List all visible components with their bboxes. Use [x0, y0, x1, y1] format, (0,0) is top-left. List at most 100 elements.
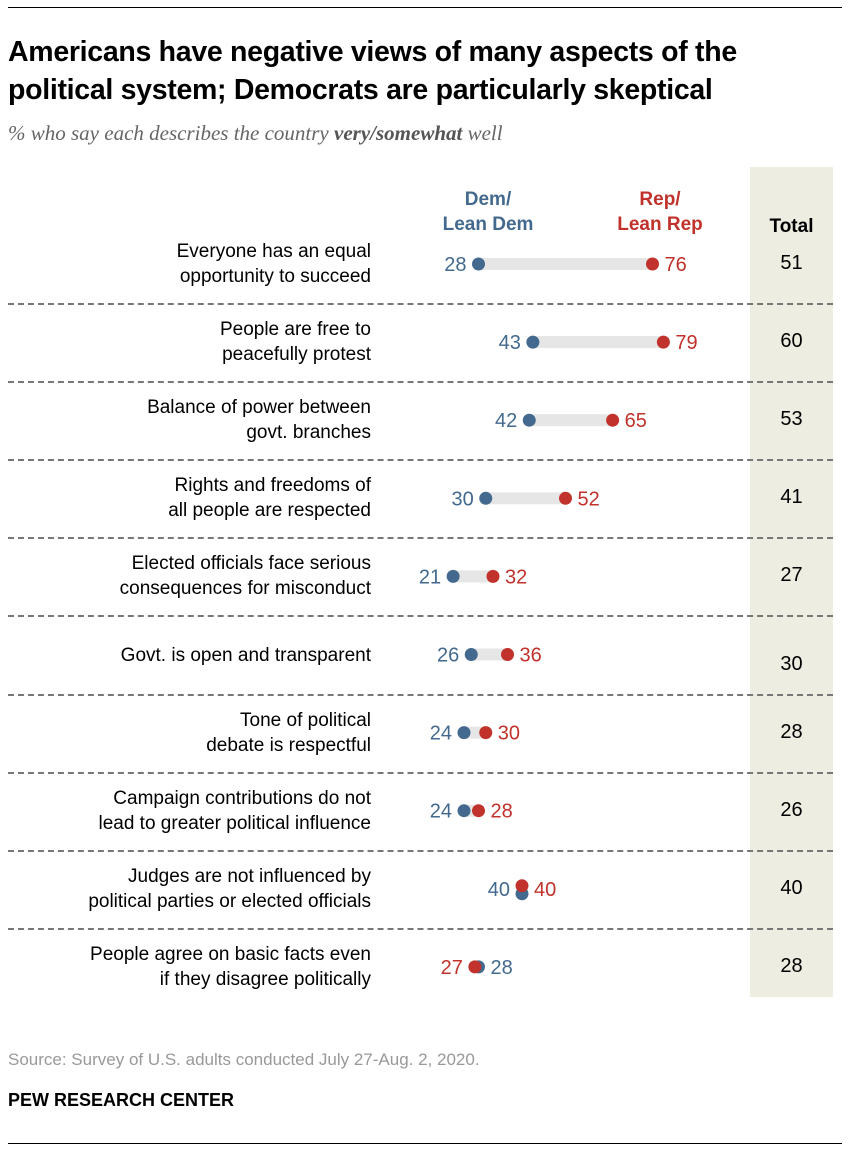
bottom-rule	[8, 1143, 842, 1144]
row-label-line1: Balance of power between	[147, 397, 371, 419]
rep-value-label: 32	[505, 566, 527, 588]
row-label-line1: Everyone has an equal	[176, 241, 371, 262]
dem-dot	[464, 648, 478, 661]
dem-dot	[522, 413, 536, 427]
dem-value-label: 26	[437, 645, 459, 667]
range-bar	[478, 258, 653, 270]
row-separator	[8, 303, 833, 305]
row-separator	[8, 537, 833, 540]
dem-value-label: 40	[488, 879, 510, 901]
rep-value-label: 76	[665, 254, 687, 276]
dem-value-label: 21	[419, 566, 441, 588]
rep-value-label: 27	[441, 957, 463, 979]
subtitle-text: % who say each describes the country	[8, 121, 335, 145]
rep-dot	[486, 569, 500, 583]
dem-dot	[457, 804, 471, 818]
total-value: 40	[780, 876, 803, 899]
row-label: Tone of political debate is respectful	[206, 708, 371, 758]
row-label-line1: People agree on basic facts even	[90, 943, 371, 965]
row-separator	[8, 459, 833, 462]
legend-rep: Rep/Lean Rep	[592, 187, 728, 237]
row-separator	[8, 381, 833, 384]
row-label: Everyone has an equal opportunity to succ…	[177, 239, 371, 289]
total-value: 53	[780, 408, 803, 431]
row-label-line1: Tone of political	[240, 709, 371, 731]
row-label: Elected officials face serious consequenc…	[120, 551, 371, 601]
subtitle-emphasis: very/somewhat	[334, 121, 463, 145]
range-bar	[485, 492, 566, 505]
subtitle-text-end: well	[462, 121, 503, 145]
legend-rep-line1: Rep/	[639, 189, 681, 210]
row-separator	[8, 615, 833, 618]
row-label: Balance of power between govt. branches	[147, 395, 371, 445]
total-value: 41	[780, 486, 803, 509]
rep-dot	[468, 960, 482, 974]
rep-dot	[646, 257, 659, 271]
rep-dot	[606, 413, 620, 427]
source-note: Source: Survey of U.S. adults conducted …	[8, 1050, 480, 1069]
row-label: Campaign contributions do not lead to gre…	[98, 786, 371, 836]
legend-dem: Dem/Lean Dem	[420, 187, 556, 237]
row-label-line2: peacefully protest	[222, 344, 371, 366]
total-value: 26	[780, 798, 803, 821]
rep-dot	[501, 648, 514, 661]
dem-value-label: 43	[499, 332, 521, 354]
row-separator	[8, 849, 833, 852]
dem-dot	[479, 491, 493, 505]
legend-rep-line2: Lean Rep	[617, 214, 703, 235]
row-label-line2: if they disagree politically	[159, 968, 371, 990]
row-separator	[8, 927, 833, 930]
rep-value-label: 79	[675, 332, 697, 354]
rep-value-label: 36	[520, 645, 542, 667]
row-label-line2: govt. branches	[246, 422, 371, 444]
row-label-line2: political parties or elected officials	[88, 890, 371, 912]
legend-dem-line1: Dem/	[464, 189, 512, 210]
total-value: 28	[780, 720, 803, 743]
dem-value-label: 28	[491, 957, 513, 979]
row-label-line2: consequences for misconduct	[119, 578, 371, 600]
dem-value-label: 24	[430, 801, 452, 823]
row-label: People are free to peacefully protest	[220, 317, 371, 367]
chart-title: Americans have negative views of many as…	[8, 36, 737, 106]
range-bar	[471, 648, 508, 661]
dem-dot	[472, 257, 485, 271]
rep-value-label: 40	[534, 879, 556, 901]
row-label-line2: debate is respectful	[206, 734, 371, 756]
total-value: 30	[780, 652, 803, 675]
row-label-line2: all people are respected	[168, 500, 371, 522]
total-value: 28	[780, 954, 803, 977]
rep-value-label: 52	[578, 488, 600, 510]
rep-value-label: 65	[625, 410, 647, 432]
row-separator	[8, 771, 833, 774]
total-column-background	[750, 167, 833, 997]
total-value: 27	[780, 564, 803, 587]
row-label-line1: Campaign contributions do not	[113, 787, 371, 809]
dem-value-label: 24	[430, 723, 452, 745]
row-label-line2: lead to greater political influence	[98, 812, 371, 834]
dem-value-label: 28	[444, 254, 466, 276]
brand-logo-text: PEW RESEARCH CENTER	[8, 1090, 235, 1110]
rep-dot	[559, 491, 572, 505]
chart-subtitle: % who say each describes the country ver…	[8, 121, 503, 146]
row-label: People agree on basic facts even if they …	[90, 942, 371, 992]
row-label-line1: Rights and freedoms of	[174, 475, 371, 497]
total-value: 51	[780, 252, 803, 274]
dem-value-label: 42	[495, 410, 517, 432]
dem-dot	[446, 569, 460, 583]
rep-value-label: 30	[498, 723, 520, 745]
rep-dot	[479, 726, 493, 740]
range-bar	[529, 414, 613, 427]
dem-value-label: 30	[452, 488, 474, 510]
row-label-line1: People are free to	[219, 319, 371, 341]
legend-total: Total	[769, 216, 814, 237]
row-label-line2: opportunity to succeed	[179, 266, 371, 287]
legend-dem-line2: Lean Dem	[442, 214, 534, 235]
row-label-line1: Govt. is open and transparent	[120, 644, 371, 666]
row-label-line1: Judges are not influenced by	[128, 865, 371, 887]
row-label-line1: Elected officials face serious	[131, 553, 371, 575]
range-bar	[453, 570, 493, 583]
range-bar	[532, 336, 664, 349]
top-rule	[8, 7, 842, 8]
row-label: Judges are not influenced by political pa…	[88, 864, 371, 914]
